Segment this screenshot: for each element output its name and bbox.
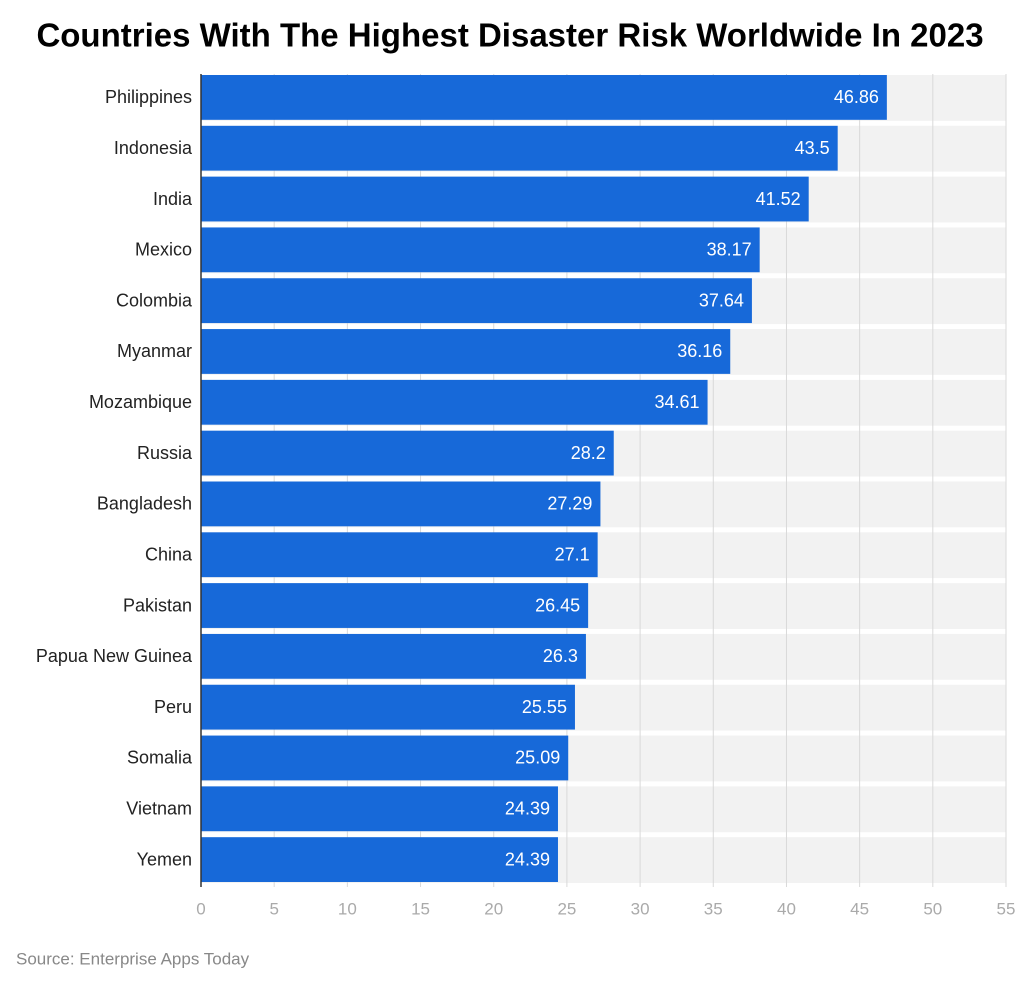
y-tick-label: Vietnam <box>126 799 192 819</box>
x-tick-label: 55 <box>997 899 1016 918</box>
bar <box>201 735 569 781</box>
bar <box>201 583 589 628</box>
x-tick-label: 35 <box>704 899 723 918</box>
y-tick-label: Bangladesh <box>97 494 192 514</box>
y-tick-label: Yemen <box>137 849 192 869</box>
value-label: 25.09 <box>515 748 560 768</box>
y-tick-label: Myanmar <box>117 341 192 361</box>
value-label: 26.45 <box>535 595 580 615</box>
y-tick-label: Somalia <box>127 748 193 768</box>
x-tick-label: 25 <box>557 899 576 918</box>
value-label: 43.5 <box>795 138 830 158</box>
y-tick-label: China <box>145 544 193 564</box>
bar <box>201 786 558 832</box>
y-tick-label: Colombia <box>116 290 193 310</box>
y-tick-label: Mexico <box>135 240 192 260</box>
bar <box>201 532 598 578</box>
y-tick-label: Papua New Guinea <box>36 646 193 666</box>
value-label: 41.52 <box>756 189 801 209</box>
x-tick-label: 20 <box>484 899 503 918</box>
y-tick-label: Philippines <box>105 87 192 107</box>
bar <box>201 379 708 425</box>
bar <box>201 227 760 273</box>
bar <box>201 75 887 120</box>
source: Source: Enterprise Apps Today <box>16 949 250 968</box>
x-tick-label: 30 <box>631 899 650 918</box>
bar <box>201 633 586 679</box>
bar <box>201 176 809 222</box>
x-tick-label: 0 <box>196 899 205 918</box>
value-label: 36.16 <box>677 341 722 361</box>
y-tick-label: Russia <box>137 443 193 463</box>
value-label: 38.17 <box>707 240 752 260</box>
y-tick-label: India <box>153 189 193 209</box>
bar <box>201 837 558 882</box>
bar <box>201 278 752 324</box>
bar <box>201 481 601 527</box>
x-tick-label: 40 <box>777 899 796 918</box>
value-label: 25.55 <box>522 697 567 717</box>
value-label: 34.61 <box>655 392 700 412</box>
y-tick-label: Mozambique <box>89 392 192 412</box>
bar <box>201 125 838 171</box>
value-label: 24.39 <box>505 849 550 869</box>
x-tick-label: 50 <box>923 899 942 918</box>
value-label: 28.2 <box>571 443 606 463</box>
x-tick-label: 10 <box>338 899 357 918</box>
x-tick-label: 45 <box>850 899 869 918</box>
x-tick-label: 15 <box>411 899 430 918</box>
y-tick-label: Indonesia <box>114 138 193 158</box>
chart-title: Countries With The Highest Disaster Risk… <box>36 17 983 54</box>
y-tick-label: Pakistan <box>123 595 192 615</box>
y-tick-label: Peru <box>154 697 192 717</box>
value-label: 26.3 <box>543 646 578 666</box>
value-label: 27.1 <box>555 544 590 564</box>
bar <box>201 430 614 476</box>
value-label: 27.29 <box>547 494 592 514</box>
value-label: 24.39 <box>505 799 550 819</box>
value-label: 37.64 <box>699 290 744 310</box>
x-tick-label: 5 <box>269 899 278 918</box>
bar <box>201 684 575 730</box>
bar <box>201 329 731 374</box>
value-label: 46.86 <box>834 87 879 107</box>
